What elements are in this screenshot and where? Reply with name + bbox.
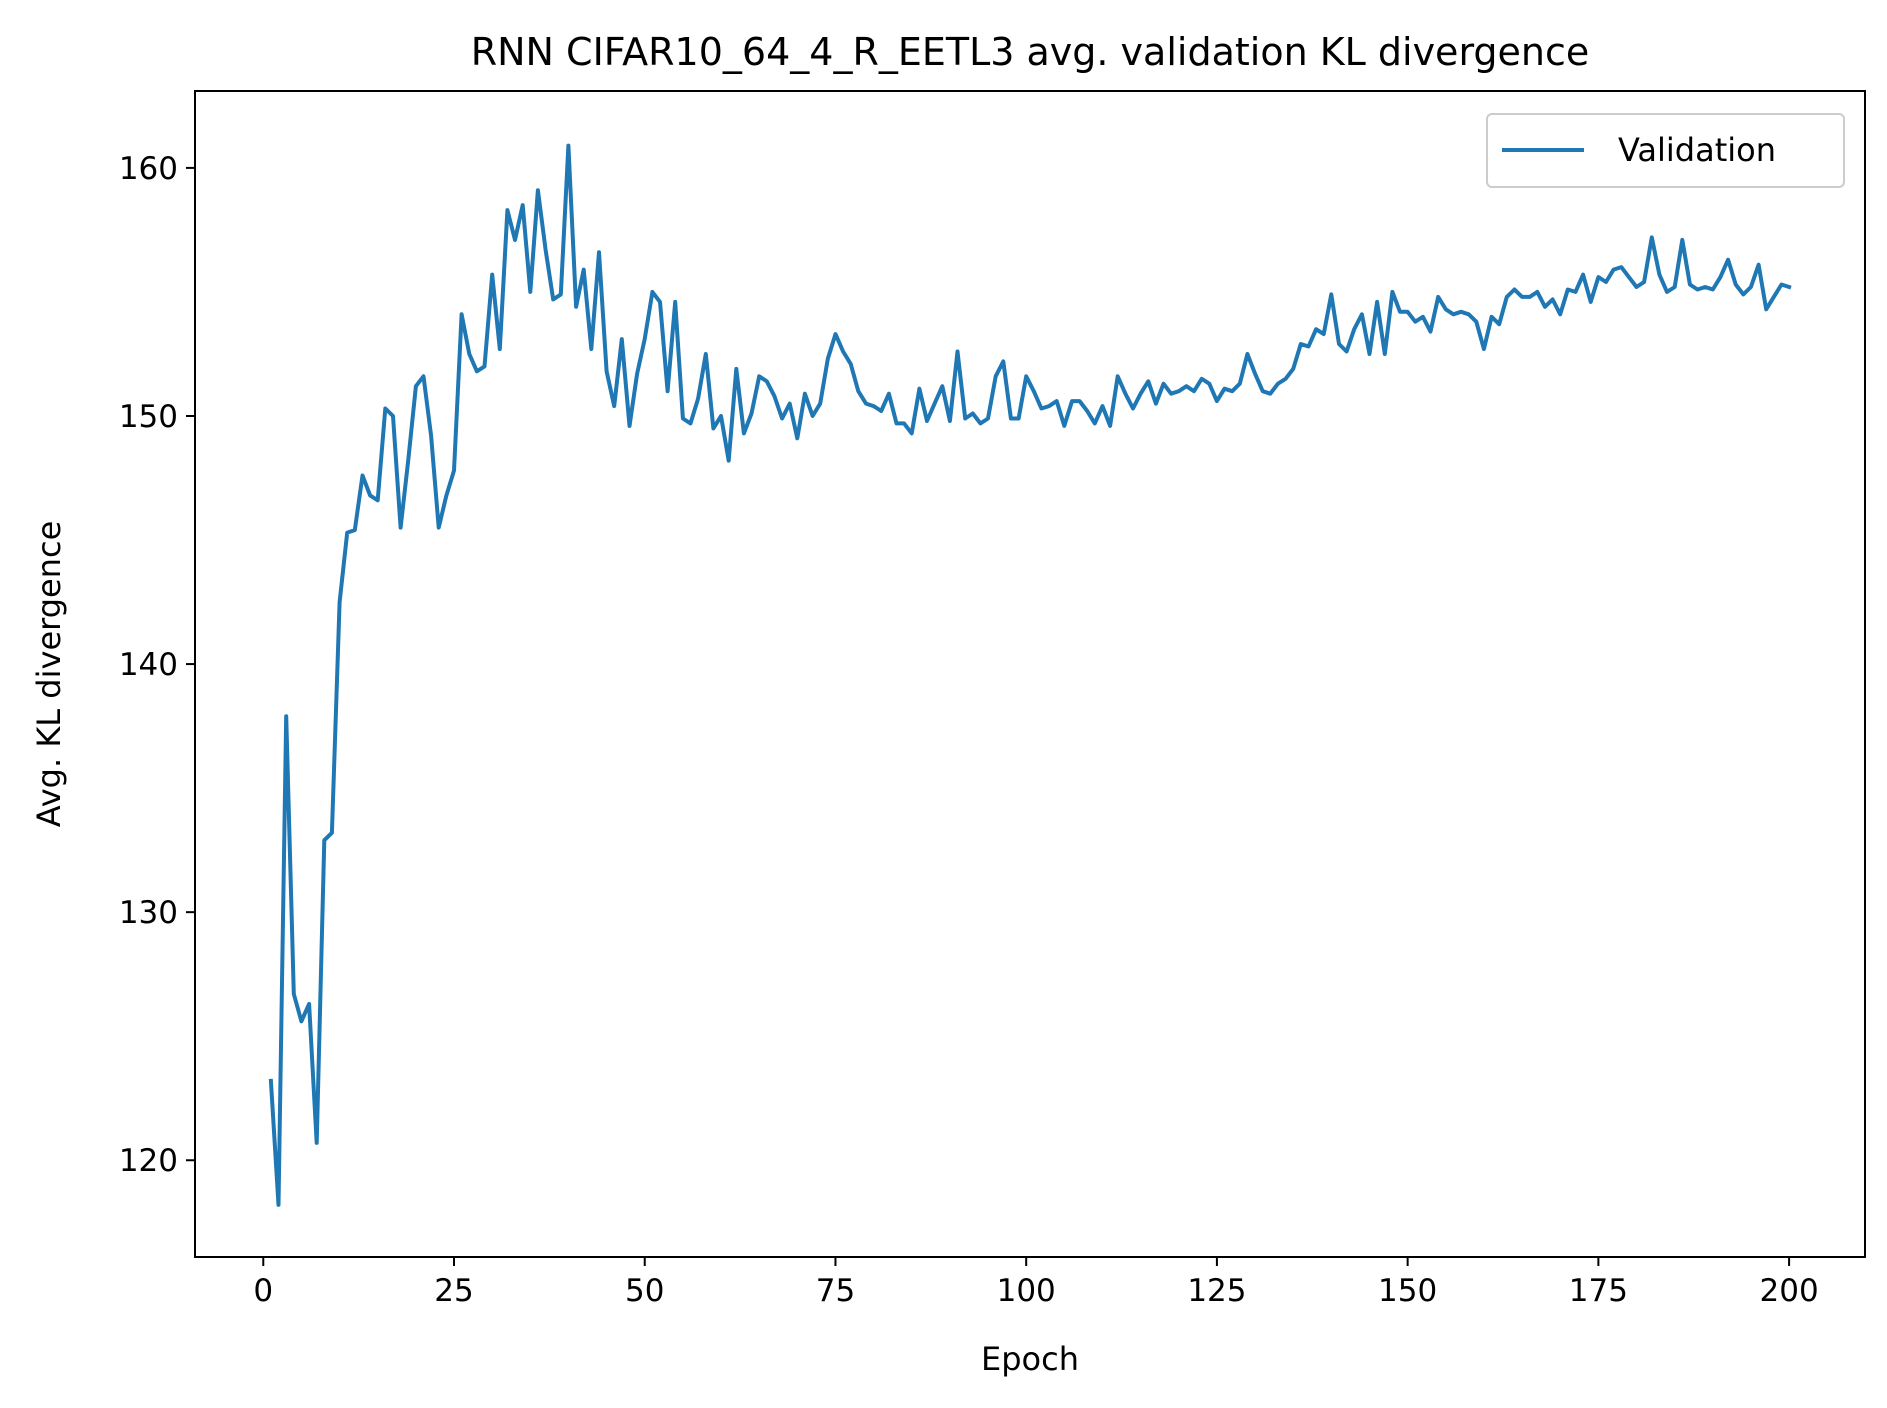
y-axis-title: Avg. KL divergence [30,521,68,828]
x-axis-title: Epoch [981,1340,1079,1378]
legend: Validation [1486,113,1845,188]
series-layer [268,143,1792,1207]
legend-label: Validation [1618,131,1776,169]
plot-frame [194,90,1866,1258]
x-tick-label: 50 [625,1273,664,1309]
y-tick-label: 160 [119,151,178,187]
y-axis-ticks: 120 130 140 150 160 [119,151,195,1179]
x-tick-label: 175 [1569,1273,1628,1309]
y-tick-label: 130 [119,895,178,931]
x-tick-label: 0 [253,1273,273,1309]
x-tick-label: 150 [1378,1273,1437,1309]
y-tick-label: 140 [119,647,178,683]
y-tick-label: 120 [119,1143,178,1179]
legend-box [1486,113,1845,188]
x-tick-label: 125 [1187,1273,1246,1309]
x-tick-label: 200 [1760,1273,1819,1309]
x-axis-ticks: 0 25 50 75 100 125 150 175 200 [253,1257,1819,1309]
y-tick-label: 150 [119,399,178,435]
x-tick-label: 100 [997,1273,1056,1309]
series-line-validation [268,143,1792,1207]
x-tick-label: 75 [816,1273,855,1309]
chart-title: RNN CIFAR10_64_4_R_EETL3 avg. validation… [471,30,1590,74]
x-tick-label: 25 [434,1273,473,1309]
